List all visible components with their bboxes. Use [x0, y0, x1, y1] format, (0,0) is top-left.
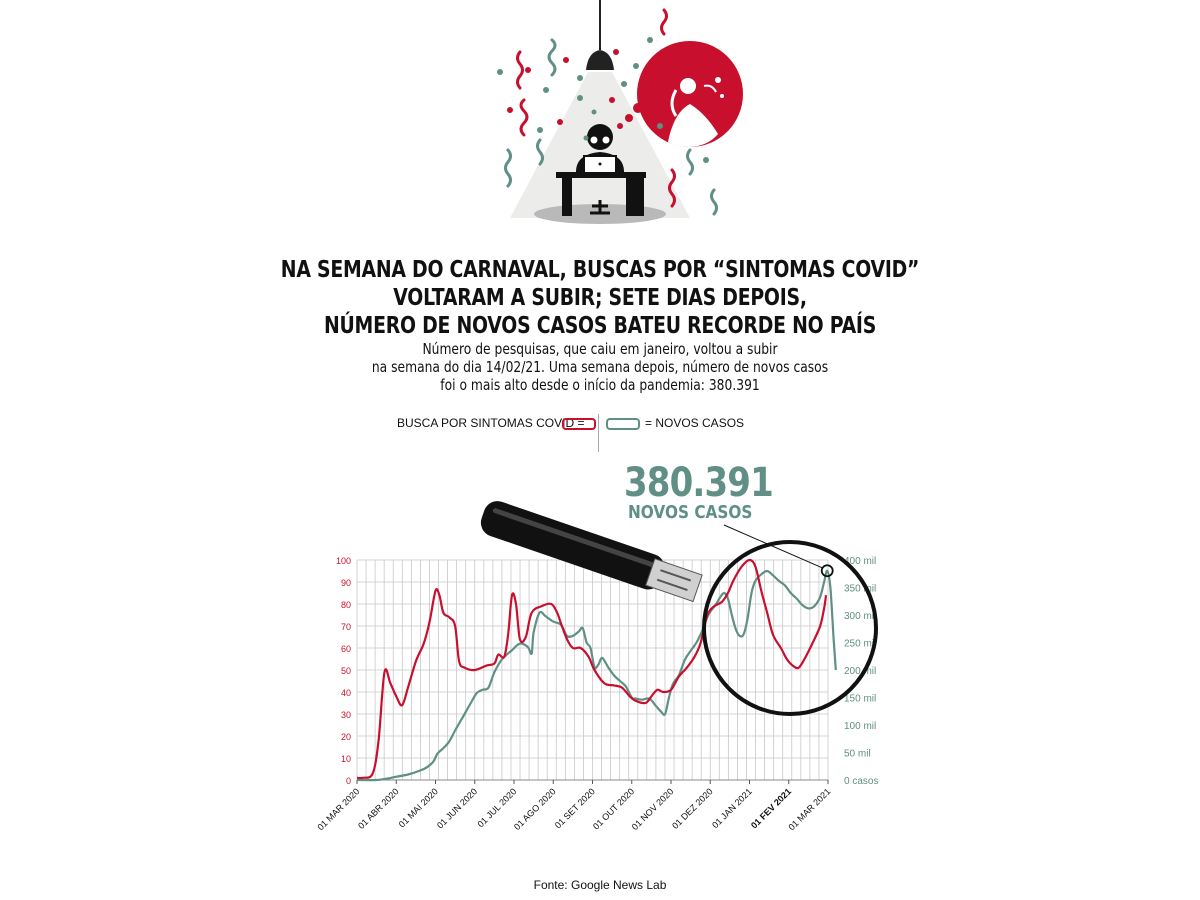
chair-icon — [590, 200, 610, 215]
peak-marker — [820, 564, 834, 578]
y-left-tick-label: 40 — [341, 688, 351, 698]
x-tick-label: 01 JUL 2020 — [475, 786, 518, 829]
subtitle-line: Número de pesquisas, que caiu em janeiro… — [422, 340, 778, 358]
y-left-tick-label: 70 — [341, 622, 351, 632]
dots-icon — [497, 37, 709, 163]
desk-icon — [556, 172, 646, 178]
y-right-tick-label: 50 mil — [844, 749, 871, 760]
y-right-tick-label: 300 mil — [844, 611, 876, 622]
x-tick-label: 01 MAR 2021 — [786, 786, 832, 832]
chart-legend: BUSCA POR SINTOMAS COVID = = NOVOS CASOS — [0, 414, 1200, 452]
y-left-tick-label: 20 — [341, 732, 351, 742]
x-tick-label: 01 JAN 2021 — [710, 786, 754, 830]
magnifier-lens-icon — [702, 540, 878, 716]
y-left-tick-label: 80 — [341, 600, 351, 610]
x-tick-label: 01 NOV 2020 — [630, 786, 676, 832]
y-left-tick-label: 30 — [341, 710, 351, 720]
chart-subtitle: Número de pesquisas, que caiu em janeiro… — [108, 340, 1092, 394]
peak-leader-line — [723, 524, 823, 569]
y-left-tick-label: 60 — [341, 644, 351, 654]
symptoms-badge-icon — [637, 41, 743, 147]
source-note: Fonte: Google News Lab — [533, 878, 667, 892]
title-line: NÚMERO DE NOVOS CASOS BATEU RECORDE NO P… — [323, 313, 877, 339]
carnival-illustration — [497, 0, 743, 224]
peak-callout-value: 380.391 — [624, 460, 774, 506]
legend-divider — [598, 414, 599, 452]
y-right-tick-label: 400 mil — [844, 556, 876, 567]
x-tick-label: 01 MAR 2020 — [315, 786, 361, 832]
y-right-tick-label: 350 mil — [844, 584, 876, 595]
y-left-tick-label: 0 — [346, 776, 351, 786]
magnifier-handle-icon — [480, 501, 703, 603]
y-right-tick-label: 250 mil — [844, 639, 876, 650]
y-left-tick-label: 100 — [336, 556, 351, 566]
x-tick-label: 01 JUN 2020 — [435, 786, 479, 830]
legend-cases-swatch — [606, 418, 640, 430]
y-right-tick-label: 100 mil — [844, 721, 876, 732]
peak-callout-label: NOVOS CASOS — [628, 502, 753, 523]
y-right-tick-label: 200 mil — [844, 666, 876, 677]
y-left-tick-label: 10 — [341, 754, 351, 764]
confetti-icon — [504, 8, 718, 216]
x-tick-label: 01 AGO 2020 — [512, 786, 558, 832]
subtitle-line: foi o mais alto desde o início da pandem… — [440, 376, 760, 394]
series-line-busca-sintomas — [356, 558, 828, 780]
y-left-tick-label: 90 — [341, 578, 351, 588]
x-tick-label: 01 MAI 2020 — [397, 786, 440, 829]
lamp-shade-icon — [586, 50, 614, 70]
chart-title: NA SEMANA DO CARNAVAL, BUSCAS POR “SINTO… — [108, 256, 1092, 340]
y-right-tick-label: 0 casos — [844, 776, 878, 787]
subtitle-line: na semana do dia 14/02/21. Uma semana de… — [371, 358, 829, 376]
y-right-tick-label: 150 mil — [844, 694, 876, 705]
legend-cases-label: = NOVOS CASOS — [645, 416, 745, 430]
y-left-tick-label: 50 — [341, 666, 351, 676]
title-line: NA SEMANA DO CARNAVAL, BUSCAS POR “SINTO… — [280, 257, 920, 283]
legend-search-label: BUSCA POR SINTOMAS COVID = — [397, 416, 585, 430]
title-line: VOLTARAM A SUBIR; SETE DIAS DEPOIS, — [393, 285, 807, 311]
legend-search-swatch — [562, 418, 596, 430]
x-tick-label: 01 ABR 2020 — [356, 786, 401, 831]
x-tick-label: 01 DEZ 2020 — [670, 786, 715, 831]
